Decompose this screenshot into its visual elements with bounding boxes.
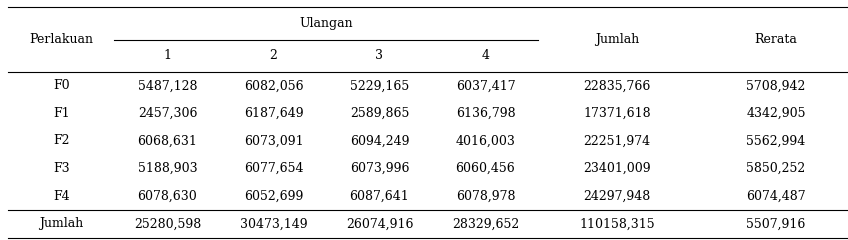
Text: 6087,641: 6087,641 [349,190,410,203]
Text: 3: 3 [376,49,383,62]
Text: 5229,165: 5229,165 [350,79,409,92]
Text: 22835,766: 22835,766 [583,79,650,92]
Text: 6052,699: 6052,699 [243,190,304,203]
Text: 4: 4 [482,49,489,62]
Text: 28329,652: 28329,652 [452,217,519,230]
Text: 110158,315: 110158,315 [579,217,655,230]
Text: 4016,003: 4016,003 [455,134,516,148]
Text: 2589,865: 2589,865 [349,107,410,120]
Text: 23401,009: 23401,009 [583,162,650,175]
Text: 5188,903: 5188,903 [137,162,198,175]
Text: Jumlah: Jumlah [39,217,84,230]
Text: 5708,942: 5708,942 [746,79,806,92]
Text: 2457,306: 2457,306 [137,107,198,120]
Text: 24297,948: 24297,948 [583,190,650,203]
Text: 6073,091: 6073,091 [243,134,304,148]
Text: 6074,487: 6074,487 [746,190,806,203]
Text: 25280,598: 25280,598 [134,217,201,230]
Text: F2: F2 [53,134,70,148]
Text: 17371,618: 17371,618 [583,107,650,120]
Text: 5850,252: 5850,252 [746,162,806,175]
Text: Rerata: Rerata [755,33,797,46]
Text: 6078,978: 6078,978 [455,190,516,203]
Text: Ulangan: Ulangan [299,17,354,30]
Text: 6187,649: 6187,649 [243,107,304,120]
Text: F4: F4 [53,190,70,203]
Text: 6078,630: 6078,630 [137,190,198,203]
Text: 5562,994: 5562,994 [746,134,806,148]
Text: 26074,916: 26074,916 [346,217,413,230]
Text: 2: 2 [270,49,277,62]
Text: 5507,916: 5507,916 [746,217,806,230]
Text: 5487,128: 5487,128 [137,79,198,92]
Text: Perlakuan: Perlakuan [30,33,93,46]
Text: 30473,149: 30473,149 [240,217,307,230]
Text: 4342,905: 4342,905 [746,107,806,120]
Text: 6068,631: 6068,631 [137,134,198,148]
Text: F1: F1 [53,107,70,120]
Text: 6073,996: 6073,996 [349,162,410,175]
Text: 6037,417: 6037,417 [455,79,516,92]
Text: 6136,798: 6136,798 [455,107,516,120]
Text: F3: F3 [53,162,70,175]
Text: 1: 1 [164,49,171,62]
Text: 6094,249: 6094,249 [349,134,410,148]
Text: 22251,974: 22251,974 [583,134,650,148]
Text: 6060,456: 6060,456 [455,162,516,175]
Text: F0: F0 [53,79,70,92]
Text: 6077,654: 6077,654 [243,162,304,175]
Text: 6082,056: 6082,056 [243,79,304,92]
Text: Jumlah: Jumlah [594,33,639,46]
